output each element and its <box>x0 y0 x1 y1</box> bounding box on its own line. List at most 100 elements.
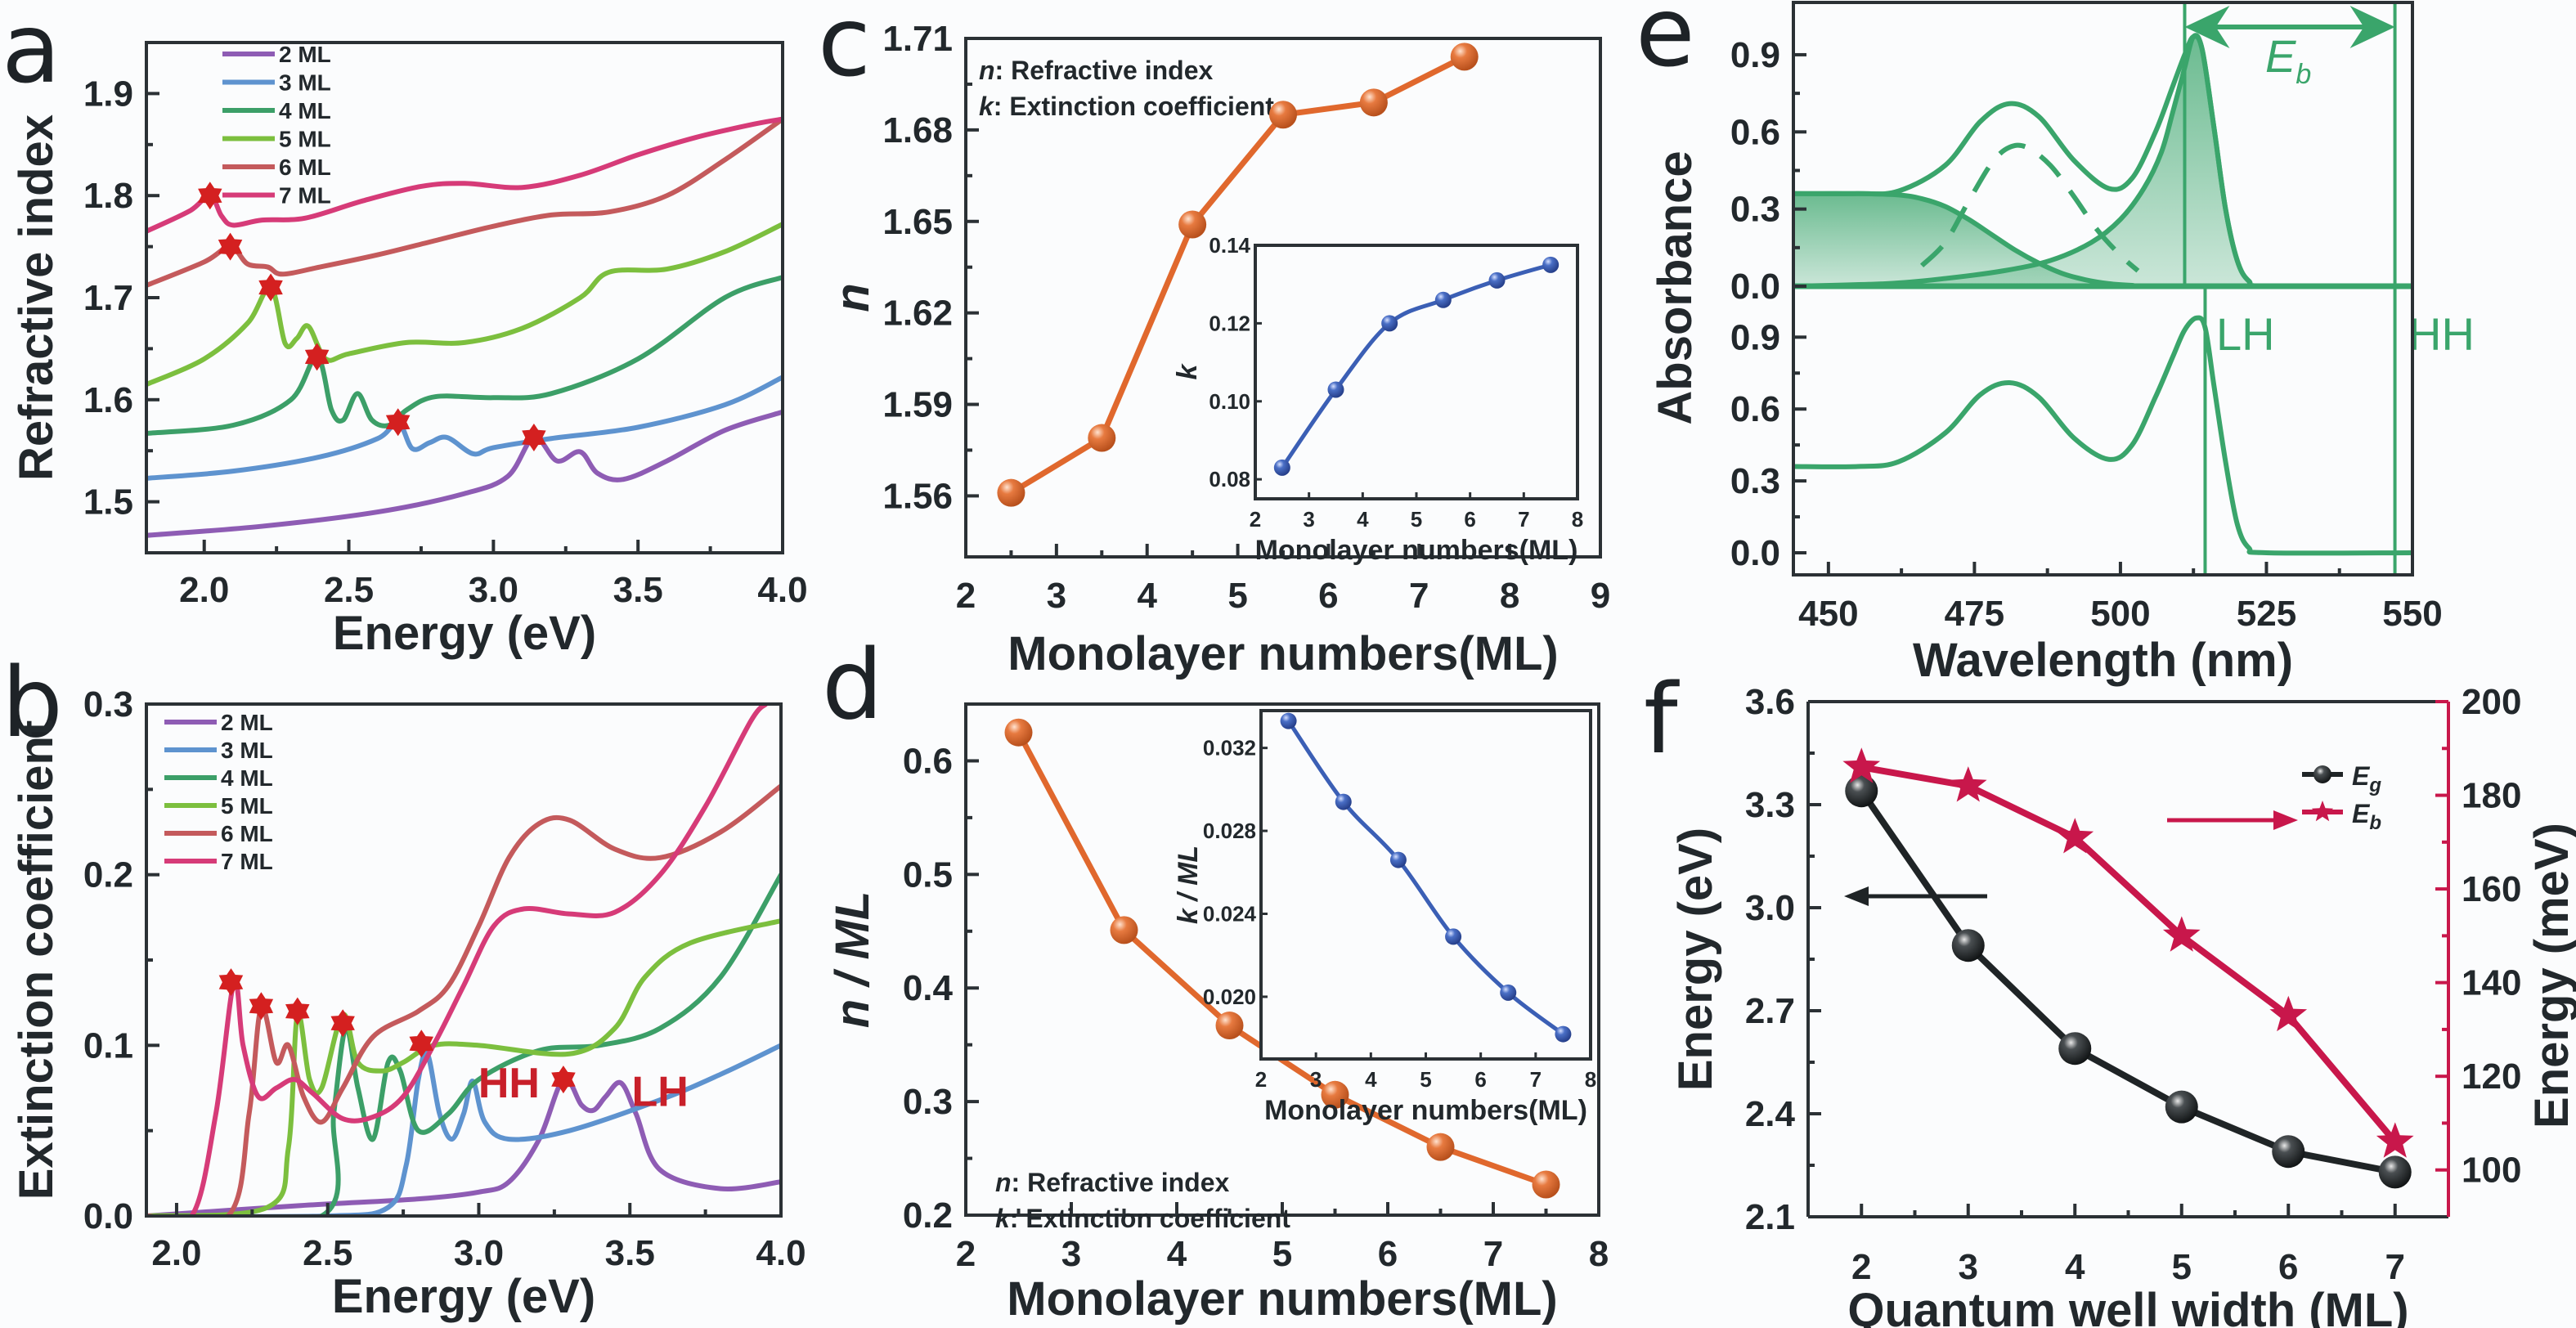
y-axis-title: n <box>826 283 879 312</box>
data-point-marker <box>1359 88 1388 117</box>
inset-data-point-marker <box>1280 712 1297 729</box>
data-point-marker <box>1321 1080 1349 1109</box>
legend-label-eb-sub: b <box>2369 812 2381 834</box>
inset-y-tick-label: 0.032 <box>1203 736 1256 760</box>
legend-label-eb-symbol: E <box>2352 799 2371 828</box>
panel-label-a: a <box>2 0 61 105</box>
panel-e-x-tick-label: 550 <box>2382 594 2442 634</box>
x-axis-title: Energy (eV) <box>333 607 596 660</box>
inset-x-axis-title: Monolayer numbers(ML) <box>1264 1095 1587 1126</box>
panel-d-x-tick-label: 4 <box>1167 1234 1187 1274</box>
note-symbol: k <box>995 1204 1012 1233</box>
panel-e-series-group <box>1793 2 2412 575</box>
panel-label-c: c <box>818 0 871 98</box>
legend-label-eg-symbol: E <box>2352 761 2371 791</box>
inset-frame <box>1254 244 1579 500</box>
panel-f-energy-chart: 2 3 4 5 6 7 2.1 2.4 2.7 3.0 3.3 3.6 100 120 140 160 180 2… <box>1669 682 2576 1328</box>
eb-data-point-marker <box>2162 916 2201 952</box>
legend-label-eg-sub: g <box>2368 774 2381 796</box>
eg-data-point-marker <box>2272 1135 2305 1169</box>
exciton-peak-star-marker <box>385 408 411 437</box>
panel-c-y-tick-label: 1.68 <box>882 110 953 150</box>
legend-label-eb: Eb <box>2352 799 2381 834</box>
inset-x-tick-label: 7 <box>1530 1067 1542 1092</box>
panel-a-y-tick-label: 1.8 <box>83 176 133 216</box>
panel-a-x-tick-label: 3.5 <box>613 570 663 610</box>
continuum-fill-area <box>1793 193 2412 287</box>
panel-c-x-tick-label: 8 <box>1500 576 1519 616</box>
x-axis-title: Quantum well width (ML) <box>1847 1284 2408 1328</box>
legend-label: 3 ML <box>221 738 273 763</box>
panel-a-y-tick-label: 1.6 <box>83 380 133 420</box>
data-point-marker <box>1426 1133 1455 1161</box>
eg-data-point-marker <box>2165 1090 2198 1124</box>
panel-b-x-tick-label: 2.0 <box>151 1233 201 1273</box>
data-point-marker <box>997 478 1025 507</box>
eb-subscript: b <box>2296 59 2311 90</box>
panel-d-x-tick-label: 8 <box>1589 1234 1609 1274</box>
panel-c-x-tick-label: 3 <box>1047 576 1066 616</box>
inset-y-tick-label: 0.020 <box>1203 985 1256 1009</box>
legend-label: 4 ML <box>279 98 331 123</box>
data-point-marker <box>1269 101 1297 129</box>
absorbance-curve-lower <box>1793 315 2412 556</box>
eb-data-point-marker <box>1949 766 1987 802</box>
panel-c-x-tick-label: 7 <box>1409 576 1429 616</box>
x-axis-title: Monolayer numbers(ML) <box>1008 627 1559 680</box>
x-axis-title: Energy (eV) <box>332 1270 595 1323</box>
eg-data-point-marker <box>2058 1032 2092 1066</box>
panel-e-plot-frame <box>1792 1 2414 577</box>
exciton-peak-star-marker <box>249 992 274 1021</box>
inset-x-tick-label: 8 <box>1585 1067 1596 1092</box>
inset-data-point-marker <box>1542 256 1560 273</box>
panel-e-lower-y-tick-label: 0.9 <box>1730 317 1780 357</box>
inset-y-tick-label: 0.028 <box>1203 819 1256 843</box>
panel-a-y-tick-label: 1.9 <box>83 74 133 114</box>
panel-b-x-tick-label: 3.0 <box>454 1233 504 1273</box>
panel-e-upper-y-tick-label: 0.0 <box>1730 267 1780 307</box>
series-line-5ml <box>146 222 783 388</box>
panel-c-y-tick-label: 1.65 <box>882 202 953 242</box>
panel-f-right-y-tick-label: 140 <box>2462 963 2521 1003</box>
exciton-peak-star-marker <box>522 424 546 451</box>
panel-b-y-tick-label: 0.0 <box>83 1196 133 1236</box>
exciton-peak-star-marker <box>409 1030 433 1058</box>
note-text: : Extinction coefficient <box>1010 1204 1290 1233</box>
panel-b-x-tick-label: 2.5 <box>303 1233 352 1273</box>
inset-data-point-marker <box>1389 851 1407 868</box>
data-point-marker <box>1450 43 1479 71</box>
data-point-marker <box>1088 424 1116 452</box>
note-symbol: k <box>979 92 995 121</box>
legend-marker-eg <box>2313 765 2331 783</box>
inset-x-tick-label: 3 <box>1303 507 1314 532</box>
inset-x-tick-label: 2 <box>1255 1067 1267 1092</box>
panel-e-x-tick-label: 500 <box>2090 594 2150 634</box>
panel-f-right-y-tick-label: 200 <box>2462 682 2521 722</box>
exciton-peak-star-marker <box>304 343 330 371</box>
legend-label: 5 ML <box>279 127 331 152</box>
panel-d-x-tick-label: 7 <box>1483 1234 1503 1274</box>
panel-a-series-group <box>146 116 783 538</box>
panel-f-left-y-tick-label: 3.0 <box>1745 888 1795 928</box>
legend-label: 2 ML <box>279 42 331 67</box>
legend-note-n: n: Refractive index <box>979 56 1214 85</box>
legend-label: 6 ML <box>221 821 273 846</box>
inset-x-tick-label: 6 <box>1464 507 1475 532</box>
panel-f-x-tick-label: 3 <box>1959 1247 1978 1287</box>
lh-label: LH <box>2216 308 2275 360</box>
series-line-6ml <box>146 783 781 1216</box>
data-point-marker <box>1178 210 1207 239</box>
panel-c-y-tick-label: 1.62 <box>882 294 953 334</box>
panel-a-refractive-index-chart: 2 ML 3 ML4 ML 5 ML 6 ML 7 ML 2.0 2.5 3.0 3.5 4.0 1… <box>10 41 808 660</box>
panel-label-b: b <box>2 646 63 759</box>
inset-y-tick-label: 0.08 <box>1209 467 1250 491</box>
y-axis-title-right: Energy (meV) <box>2525 823 2576 1128</box>
eb-data-point-marker <box>2056 818 2094 854</box>
legend-label: 7 ML <box>279 183 331 209</box>
series-line-main <box>1009 54 1466 496</box>
y-axis-title: n / ML <box>826 891 879 1029</box>
legend-label: 2 ML <box>221 710 273 735</box>
panel-f-left-y-tick-label: 2.1 <box>1745 1197 1795 1237</box>
note-text: : Refractive index <box>995 56 1214 85</box>
panel-a-x-tick-label: 2.0 <box>179 570 229 610</box>
